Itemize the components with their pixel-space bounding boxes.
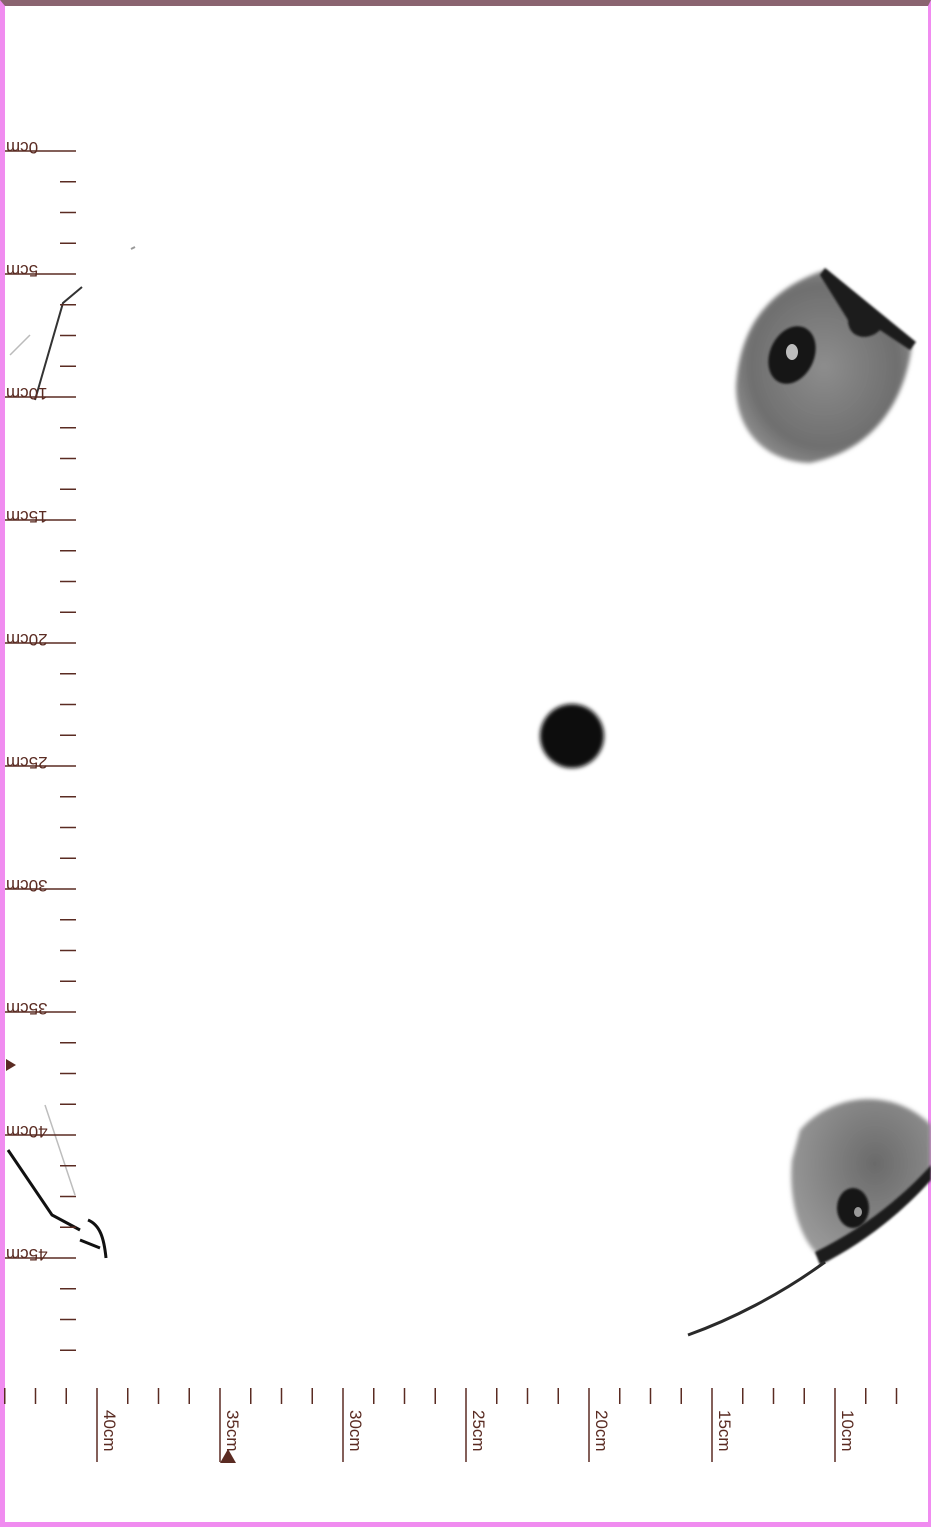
- left-faint-line: [9, 334, 31, 356]
- vertical-tick-label: 45cm: [6, 1245, 48, 1264]
- vertical-tick-label: 30cm: [6, 876, 48, 895]
- left-structure-lower: [6, 1149, 108, 1259]
- edge-lower-right: [815, 1165, 931, 1265]
- left-faint-diagonal: [44, 1104, 76, 1196]
- horizontal-tick-label: 30cm: [346, 1410, 365, 1452]
- horizontal-tick-label: 15cm: [715, 1410, 734, 1452]
- vertical-tick-label: 35cm: [6, 999, 48, 1018]
- horizontal-tick-label: 40cm: [100, 1410, 119, 1452]
- vertical-tick-label: 40cm: [6, 1122, 48, 1141]
- vertical-tick-label: 5cm: [6, 261, 38, 280]
- horizontal-tick-label: 25cm: [469, 1410, 488, 1452]
- central-object: [540, 704, 604, 768]
- tissue-lower-right: [791, 1099, 931, 1260]
- triangle-marker-icon: [220, 1449, 236, 1463]
- left-dot: [130, 246, 136, 250]
- curved-streak: [687, 1260, 826, 1337]
- left-line-upper: [34, 286, 83, 401]
- anatomy-layer: [6, 246, 931, 1337]
- tissue-upper-right: [735, 270, 912, 463]
- vertical-tick-label: 25cm: [6, 753, 48, 772]
- horizontal-tick-label: 10cm: [838, 1410, 857, 1452]
- horizontal-tick-label: 20cm: [592, 1410, 611, 1452]
- vertical-tick-label: 10cm: [6, 384, 48, 403]
- horizontal-tick-label: 35cm: [223, 1410, 242, 1452]
- vertical-tick-label: 15cm: [6, 507, 48, 526]
- triangle-marker-icon: [6, 1059, 16, 1071]
- vertical-ruler: 0cm 5cm 10cm 15cm 20cm 25cm 30cm 35cm 40cm 45cm: [5, 138, 76, 1351]
- edge-upper-right: [820, 268, 916, 350]
- light-spot-upper: [786, 344, 798, 360]
- vertical-tick-label: 0cm: [6, 138, 38, 157]
- light-spot-lower: [854, 1207, 862, 1217]
- vertical-tick-label: 20cm: [6, 630, 48, 649]
- dark-structure-lower: [837, 1188, 869, 1228]
- horizontal-ruler: 40cm 35cm 30cm 25cm 20cm 15cm 10cm: [4, 1388, 898, 1462]
